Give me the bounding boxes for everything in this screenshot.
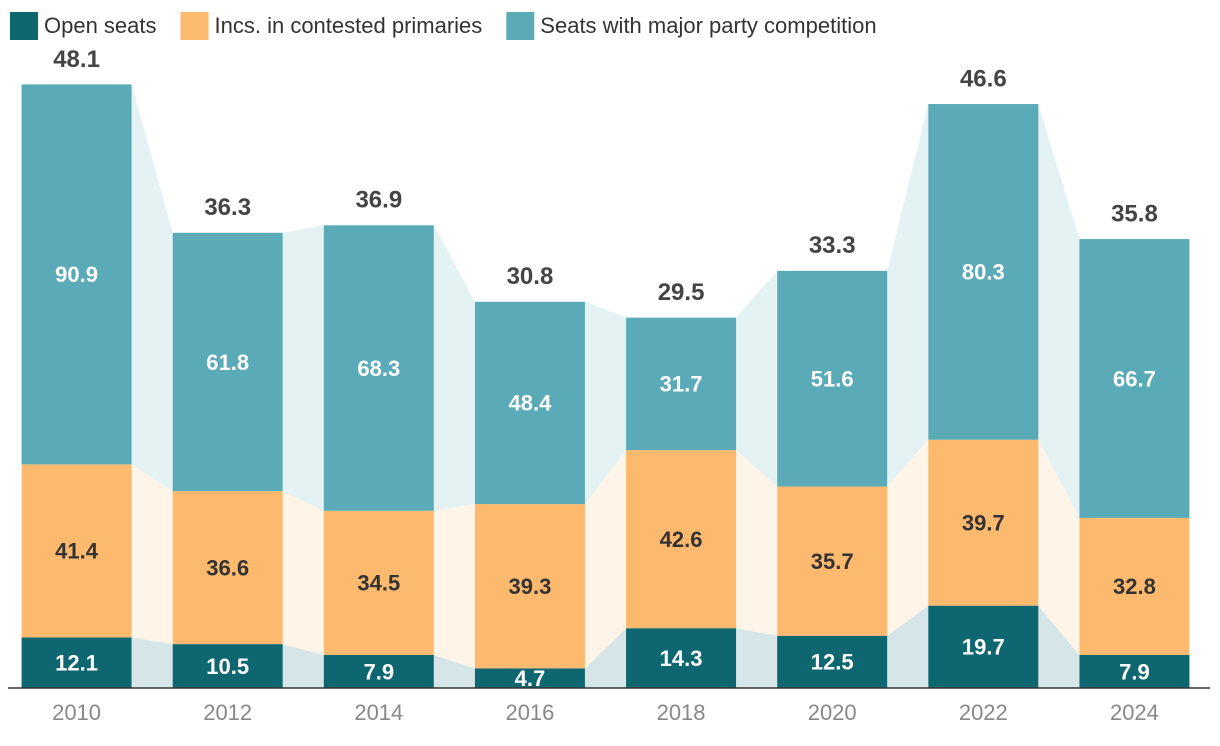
- legend-swatch: [506, 12, 535, 40]
- segment-label: 51.6: [811, 366, 854, 391]
- connector: [131, 84, 173, 492]
- segment-label: 41.4: [55, 539, 99, 564]
- bar-segment: [777, 635, 888, 688]
- bar-segment: [474, 668, 585, 688]
- segment-label: 31.7: [660, 372, 703, 397]
- segment-label: 90.9: [55, 262, 98, 287]
- segment-label: 39.3: [509, 574, 552, 599]
- connector: [282, 491, 324, 655]
- connector: [887, 605, 929, 688]
- x-tick-label: 2016: [505, 700, 554, 725]
- legend-label: Incs. in contested primaries: [215, 13, 483, 38]
- connector: [131, 464, 173, 645]
- total-label: 36.9: [355, 187, 402, 214]
- bar-segment: [1079, 654, 1190, 688]
- x-tick-label: 2020: [808, 700, 857, 725]
- bar-segment: [21, 84, 132, 465]
- total-label: 36.3: [204, 194, 251, 221]
- connector: [282, 644, 324, 688]
- bar-segment: [323, 654, 434, 688]
- legend-label: Seats with major party competition: [540, 13, 876, 38]
- bar-segment: [626, 450, 737, 629]
- connector: [1038, 605, 1080, 688]
- connector: [736, 628, 778, 688]
- connector: [433, 654, 475, 688]
- bar-segment: [21, 464, 132, 638]
- total-label: 29.5: [658, 279, 705, 306]
- x-tick-label: 2014: [354, 700, 403, 725]
- total-label: 46.6: [960, 65, 1007, 92]
- segment-label: 14.3: [660, 646, 703, 671]
- connector: [584, 301, 627, 505]
- legend-swatch: [10, 12, 38, 40]
- bar-segment: [1079, 239, 1190, 518]
- segment-label: 80.3: [962, 260, 1005, 285]
- bar-segment: [21, 637, 132, 688]
- bar-segment: [626, 628, 737, 688]
- connector: [433, 225, 475, 511]
- segment-label: 12.5: [811, 650, 854, 675]
- x-tick-label: 2012: [203, 700, 252, 725]
- segment-label: 12.1: [55, 651, 98, 676]
- segment-label: 35.7: [811, 549, 854, 574]
- total-label: 30.8: [507, 263, 554, 290]
- connector: [1038, 104, 1080, 518]
- bar-segment: [172, 644, 283, 688]
- total-label: 33.3: [809, 232, 856, 259]
- segment-label: 36.6: [206, 555, 249, 580]
- segment-label: 66.7: [1113, 366, 1156, 391]
- connector: [131, 637, 173, 688]
- segment-label: 48.4: [509, 391, 553, 416]
- bar-segment: [172, 232, 283, 492]
- connector: [1038, 439, 1080, 655]
- connector: [584, 450, 627, 669]
- total-label: 48.1: [53, 46, 100, 73]
- connector: [433, 504, 475, 669]
- total-label: 35.8: [1111, 200, 1158, 227]
- connector: [887, 439, 929, 636]
- connector: [736, 450, 778, 636]
- bar-segment: [928, 439, 1039, 606]
- legend-label: Open seats: [44, 13, 157, 38]
- bar-segment: [474, 301, 585, 505]
- legend-swatch: [180, 12, 209, 40]
- x-tick-label: 2010: [52, 700, 101, 725]
- x-tick-label: 2022: [959, 700, 1008, 725]
- segment-label: 32.8: [1113, 574, 1156, 599]
- connector: [282, 225, 324, 511]
- x-tick-label: 2024: [1110, 700, 1159, 725]
- x-tick-label: 2018: [657, 700, 706, 725]
- segment-label: 10.5: [206, 654, 249, 679]
- bar-segment: [474, 504, 585, 669]
- bar-segment: [626, 317, 737, 451]
- segment-label: 61.8: [206, 350, 249, 375]
- bar-segment: [172, 491, 283, 645]
- bar-segment: [777, 270, 888, 487]
- bar-segment: [323, 510, 434, 655]
- bar-segment: [928, 605, 1039, 688]
- segment-label: 19.7: [962, 635, 1005, 660]
- bar-segment: [323, 225, 434, 511]
- bar-segment: [928, 104, 1039, 440]
- segment-label: 42.6: [660, 527, 703, 552]
- segment-label: 7.9: [1119, 659, 1150, 684]
- segment-label: 34.5: [357, 571, 400, 596]
- segment-label: 4.7: [515, 666, 546, 691]
- connector: [584, 628, 627, 688]
- connector: [887, 104, 929, 487]
- bar-segment: [777, 486, 888, 636]
- connector: [736, 270, 778, 487]
- bar-segment: [1079, 517, 1190, 655]
- segment-label: 68.3: [357, 356, 400, 381]
- segment-label: 7.9: [364, 659, 395, 684]
- segment-label: 39.7: [962, 510, 1005, 535]
